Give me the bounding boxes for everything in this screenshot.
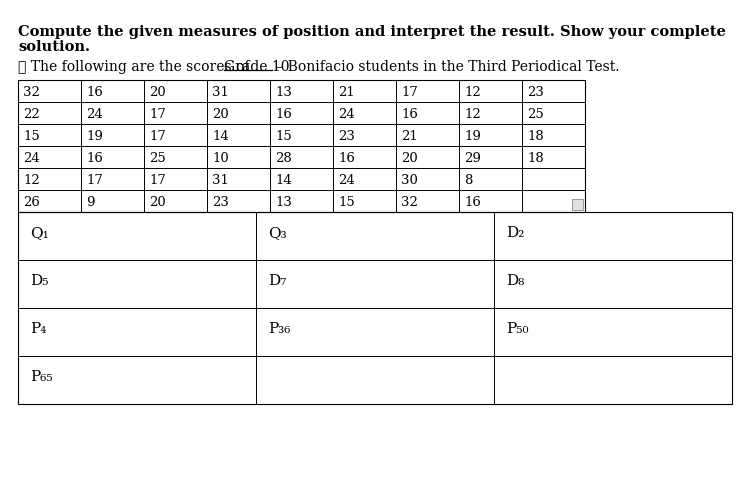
Text: P₆₅: P₆₅ xyxy=(30,370,53,384)
Bar xyxy=(18,213,732,404)
Text: Q₃: Q₃ xyxy=(268,226,287,240)
Text: solution.: solution. xyxy=(18,40,90,54)
Text: 32: 32 xyxy=(23,85,40,98)
Text: P₄: P₄ xyxy=(30,322,47,336)
Text: 24: 24 xyxy=(338,107,355,120)
Text: 18: 18 xyxy=(527,129,544,142)
Text: Q₁: Q₁ xyxy=(30,226,49,240)
Text: 16: 16 xyxy=(464,195,481,208)
Text: 25: 25 xyxy=(527,107,544,120)
Text: 18: 18 xyxy=(527,151,544,164)
Text: 10: 10 xyxy=(212,151,229,164)
Text: 23: 23 xyxy=(527,85,544,98)
Text: 16: 16 xyxy=(275,107,292,120)
Text: 17: 17 xyxy=(149,129,166,142)
Text: 21: 21 xyxy=(338,85,355,98)
Text: 32: 32 xyxy=(401,195,418,208)
Text: 31: 31 xyxy=(212,173,229,186)
Text: 16: 16 xyxy=(86,151,103,164)
Text: 14: 14 xyxy=(275,173,292,186)
Text: 17: 17 xyxy=(149,107,166,120)
Text: D₈: D₈ xyxy=(506,274,524,288)
Text: 26: 26 xyxy=(23,195,40,208)
Text: 28: 28 xyxy=(275,151,292,164)
Text: 13: 13 xyxy=(275,195,292,208)
Text: 9: 9 xyxy=(86,195,95,208)
Text: 16: 16 xyxy=(86,85,103,98)
Text: 22: 22 xyxy=(23,107,40,120)
Bar xyxy=(572,200,583,211)
Text: D₂: D₂ xyxy=(506,226,524,240)
Text: 17: 17 xyxy=(401,85,418,98)
Text: 29: 29 xyxy=(464,151,481,164)
Text: 24: 24 xyxy=(338,173,355,186)
Text: 31: 31 xyxy=(212,85,229,98)
Text: 24: 24 xyxy=(86,107,103,120)
Text: 15: 15 xyxy=(23,129,40,142)
Text: 30: 30 xyxy=(401,173,418,186)
Text: 13: 13 xyxy=(275,85,292,98)
Text: P₅₀: P₅₀ xyxy=(506,322,529,336)
Text: Grade 10: Grade 10 xyxy=(223,60,290,74)
Text: 19: 19 xyxy=(464,129,481,142)
Text: 20: 20 xyxy=(149,195,165,208)
Text: 25: 25 xyxy=(149,151,165,164)
Text: 12: 12 xyxy=(23,173,40,186)
Text: 15: 15 xyxy=(338,195,355,208)
Text: D₇: D₇ xyxy=(268,274,287,288)
Text: 20: 20 xyxy=(212,107,229,120)
Text: 16: 16 xyxy=(401,107,418,120)
Text: 24: 24 xyxy=(23,151,40,164)
Text: 23: 23 xyxy=(338,129,355,142)
Text: 20: 20 xyxy=(401,151,418,164)
Text: ✚ The following are the scores of: ✚ The following are the scores of xyxy=(18,60,254,74)
Text: P₃₆: P₃₆ xyxy=(268,322,290,336)
Text: 17: 17 xyxy=(86,173,103,186)
Bar xyxy=(18,81,585,213)
Text: 8: 8 xyxy=(464,173,472,186)
Text: 12: 12 xyxy=(464,85,481,98)
Text: 16: 16 xyxy=(338,151,355,164)
Text: 20: 20 xyxy=(149,85,165,98)
Text: 23: 23 xyxy=(212,195,229,208)
Text: 19: 19 xyxy=(86,129,103,142)
Text: 14: 14 xyxy=(212,129,229,142)
Text: D₅: D₅ xyxy=(30,274,48,288)
Text: 12: 12 xyxy=(464,107,481,120)
Text: 15: 15 xyxy=(275,129,292,142)
Text: Compute the given measures of position and interpret the result. Show your compl: Compute the given measures of position a… xyxy=(18,25,726,39)
Text: – Bonifacio students in the Third Periodical Test.: – Bonifacio students in the Third Period… xyxy=(272,60,620,74)
Text: 17: 17 xyxy=(149,173,166,186)
Text: 21: 21 xyxy=(401,129,418,142)
